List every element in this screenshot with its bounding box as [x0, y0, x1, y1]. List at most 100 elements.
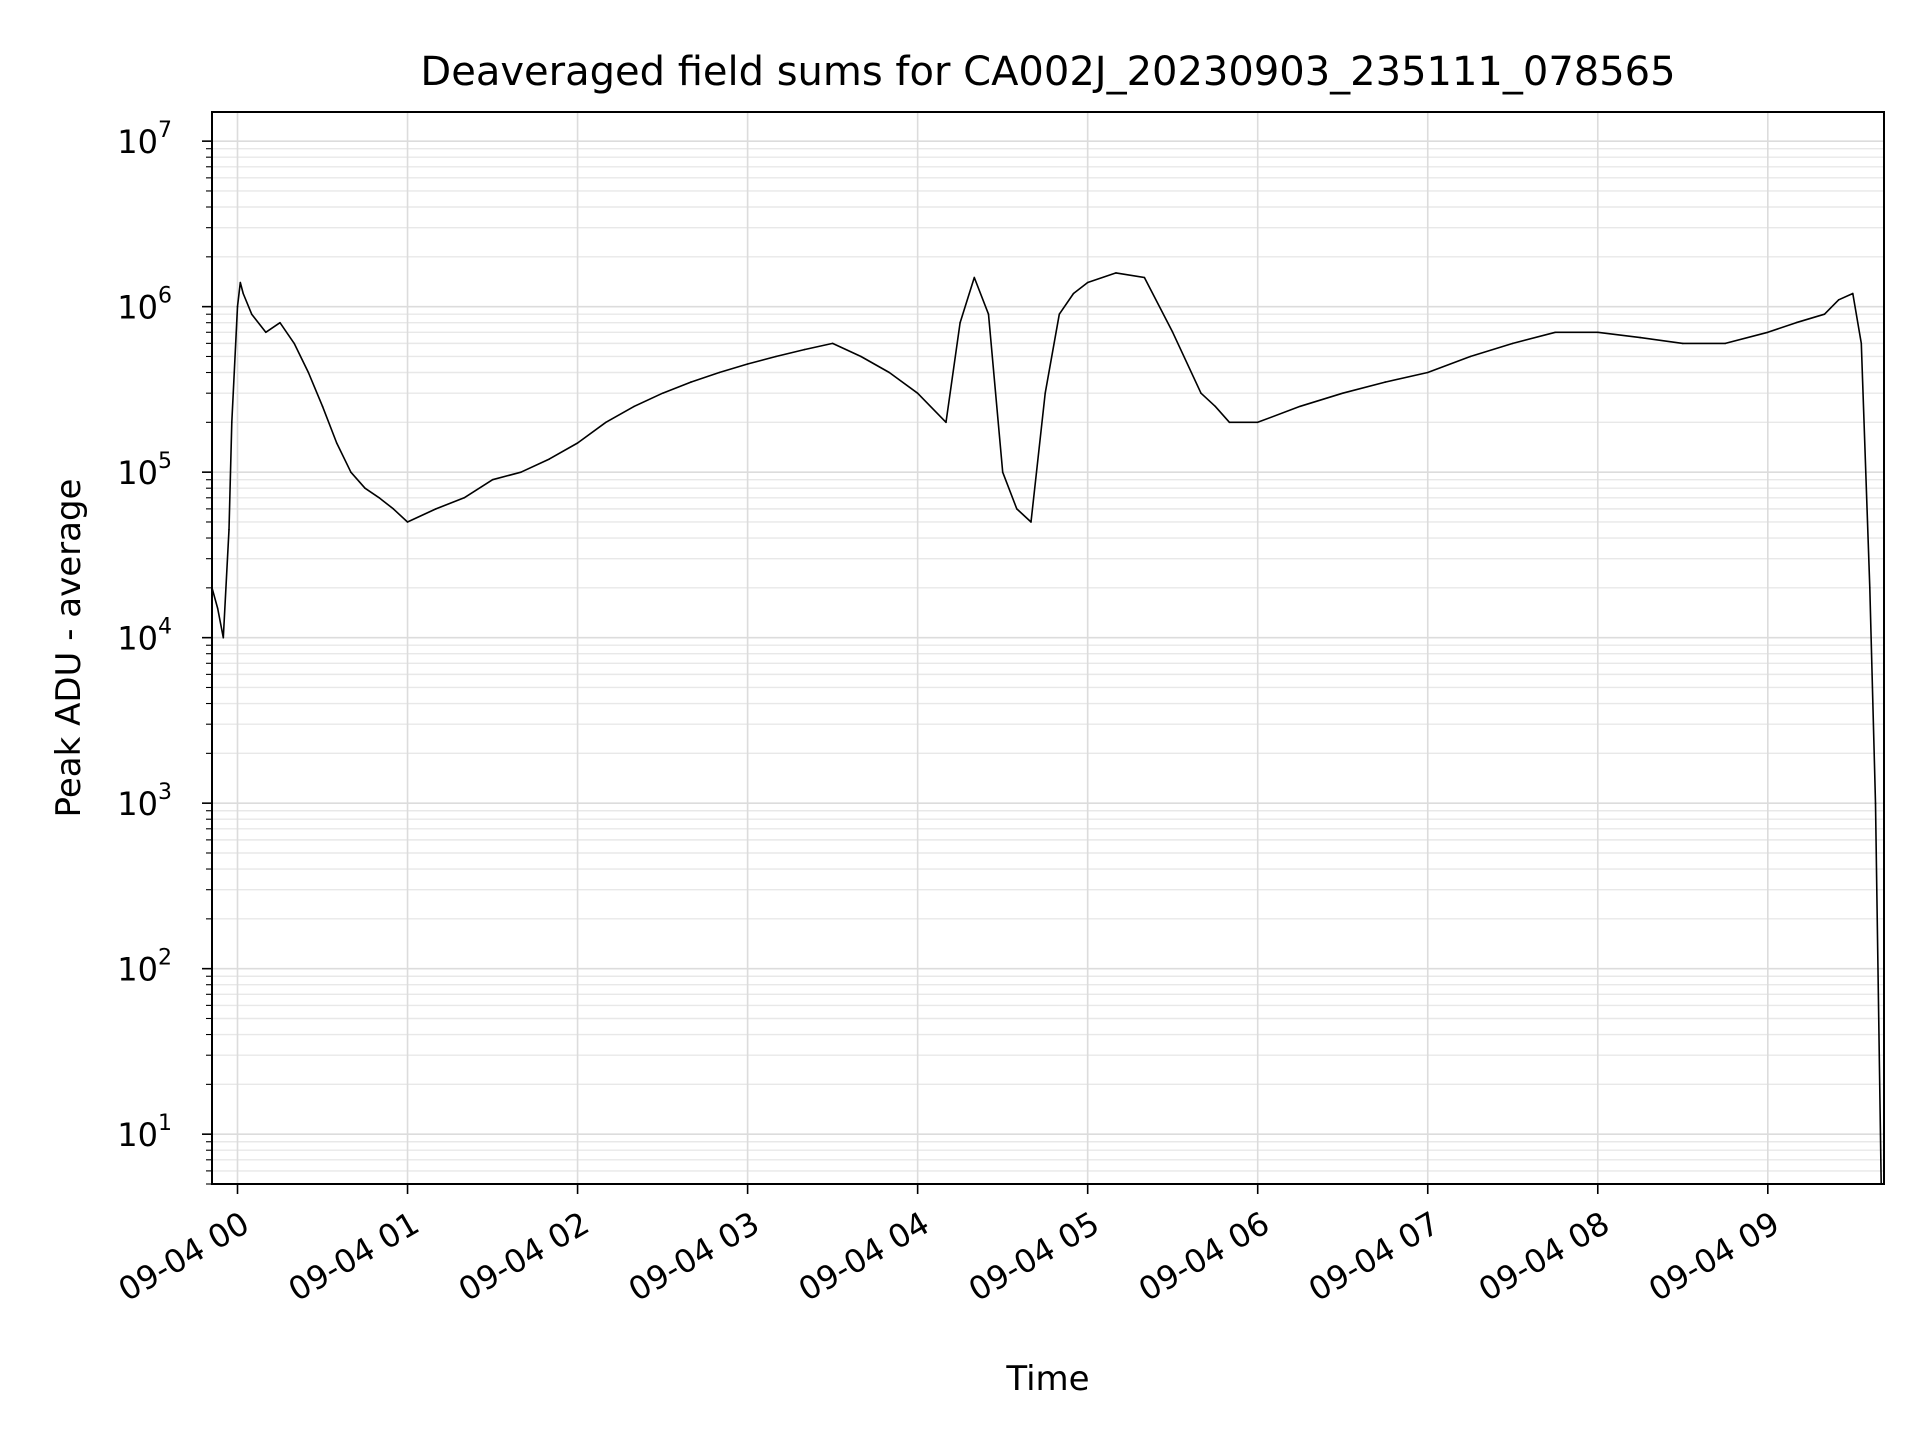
series-point [228, 528, 230, 531]
series-point [576, 442, 579, 444]
series-point [435, 508, 437, 510]
series-point [1837, 299, 1840, 301]
series-point [1384, 381, 1386, 383]
series-point [222, 636, 225, 639]
series-point [1143, 276, 1146, 279]
series-point [463, 497, 466, 499]
series-point [633, 405, 636, 408]
y-tick-base: 10 [117, 620, 158, 658]
y-tick-label: 105 [117, 449, 172, 492]
series-point [1469, 355, 1472, 358]
series-point [718, 371, 721, 374]
y-tick-label: 107 [117, 118, 172, 161]
series-point [1341, 392, 1344, 395]
grid [212, 112, 1884, 1185]
series-point [1001, 471, 1004, 474]
series-point [293, 342, 296, 345]
series-point [335, 442, 338, 444]
series-point [1044, 392, 1046, 395]
y-tick-exponent: 3 [158, 780, 172, 805]
y-tick-exponent: 4 [158, 615, 172, 640]
axis-ticks [202, 140, 1769, 1194]
x-axis-label: Time [1005, 1359, 1089, 1399]
series-point [1860, 342, 1863, 345]
series-point [1228, 421, 1231, 424]
series-point [916, 392, 919, 395]
y-tick-label: 102 [117, 946, 172, 989]
series-point [860, 355, 862, 358]
series-point [605, 421, 607, 424]
series-point [1639, 336, 1642, 339]
series-point [987, 313, 990, 316]
series-point [1058, 313, 1061, 316]
series-point [239, 281, 242, 284]
series-point [1200, 392, 1202, 395]
series-point [1767, 331, 1769, 334]
series-point [803, 348, 806, 351]
series-point [1512, 342, 1514, 345]
x-tick-label: 09-04 07 [1302, 1204, 1446, 1309]
x-tick-label: 09-04 01 [282, 1204, 426, 1309]
x-tick-label: 09-04 04 [792, 1204, 936, 1309]
series-point [1795, 321, 1797, 324]
y-tick-base: 10 [117, 289, 158, 327]
series-point [973, 276, 976, 279]
x-tick-label: 09-04 05 [962, 1204, 1106, 1309]
x-tick-label: 09-04 09 [1642, 1204, 1786, 1309]
series-point [661, 392, 664, 395]
y-tick-exponent: 7 [158, 118, 172, 143]
series-point [242, 292, 244, 295]
series-point [378, 497, 381, 499]
series-point [350, 471, 352, 474]
y-tick-label: 104 [117, 615, 172, 658]
y-axis-label: Peak ADU - average [49, 479, 89, 818]
series-point [491, 478, 494, 481]
y-tick-label: 106 [117, 284, 172, 327]
series-point [392, 508, 395, 510]
chart-title: Deaveraged field sums for CA002J_2023090… [420, 49, 1675, 95]
y-tick-base: 10 [117, 123, 158, 161]
x-tick-label: 09-04 03 [622, 1204, 766, 1309]
x-tick-label: 09-04 08 [1472, 1204, 1616, 1309]
series-line [211, 272, 1882, 1185]
series-point [1256, 421, 1259, 424]
plot-area [211, 272, 1882, 1185]
series-point [307, 371, 310, 374]
series-point [1597, 331, 1599, 334]
series-point [1171, 331, 1174, 334]
series-point [945, 421, 947, 424]
series-point [1682, 342, 1684, 345]
y-tick-exponent: 5 [158, 449, 172, 474]
series-point [1554, 331, 1557, 334]
y-tick-label: 101 [117, 1111, 172, 1154]
y-tick-base: 10 [117, 454, 158, 492]
series-point [1874, 802, 1877, 804]
x-tick-label: 09-04 00 [112, 1204, 256, 1309]
series-point [548, 458, 550, 460]
series-point [1016, 508, 1018, 510]
series-point [1823, 313, 1826, 316]
y-tick-exponent: 6 [158, 284, 172, 309]
series-point [1214, 405, 1216, 408]
series-point [1072, 292, 1075, 295]
series-point [831, 342, 834, 345]
series-point [1030, 521, 1032, 523]
series-point [888, 371, 891, 374]
series-point [1426, 371, 1429, 374]
series-point [1086, 281, 1089, 284]
series-point [746, 363, 749, 365]
y-tick-base: 10 [117, 1116, 158, 1154]
series-point [1115, 272, 1117, 274]
series-point [690, 381, 692, 383]
y-tick-label: 103 [117, 780, 172, 823]
series-point [959, 321, 961, 324]
series-point [216, 607, 219, 610]
series-point [1299, 405, 1301, 408]
series-point [520, 471, 522, 474]
x-tick-label: 09-04 02 [452, 1204, 596, 1309]
series-point [231, 421, 233, 424]
y-tick-exponent: 2 [158, 946, 172, 971]
